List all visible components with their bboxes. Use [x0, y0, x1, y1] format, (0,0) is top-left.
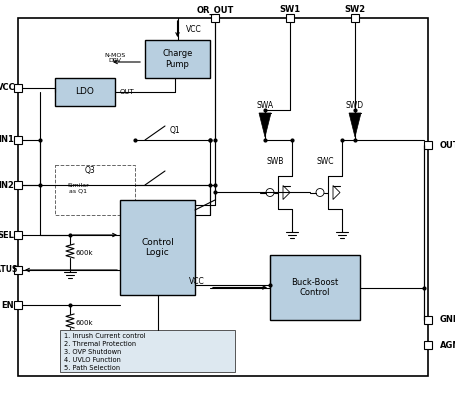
Text: SEL: SEL	[0, 230, 15, 240]
Bar	[424, 341, 432, 349]
Text: Q3: Q3	[85, 166, 96, 175]
Bar	[145, 40, 210, 78]
Bar	[14, 136, 22, 144]
Polygon shape	[349, 113, 361, 137]
Bar	[424, 141, 432, 149]
Text: OUT: OUT	[120, 89, 135, 95]
Bar	[60, 330, 235, 372]
Text: SWA: SWA	[257, 101, 273, 110]
Bar	[286, 14, 294, 22]
Text: LDO: LDO	[76, 88, 95, 97]
Text: 600k: 600k	[76, 320, 94, 326]
Text: Charge
Pump: Charge Pump	[162, 49, 192, 69]
Text: Q1: Q1	[170, 126, 181, 135]
Bar	[270, 255, 360, 320]
Bar	[14, 266, 22, 274]
Text: SWD: SWD	[346, 101, 364, 110]
Bar	[120, 200, 195, 295]
Text: VCC: VCC	[189, 277, 205, 286]
Polygon shape	[259, 113, 271, 137]
Text: SWB: SWB	[266, 158, 283, 166]
Text: Control
Logic: Control Logic	[141, 238, 174, 257]
Text: VCC: VCC	[186, 25, 201, 34]
Text: SW1: SW1	[279, 6, 301, 15]
Bar	[424, 316, 432, 324]
Text: IN2: IN2	[0, 181, 14, 190]
Bar	[55, 78, 115, 106]
Bar	[14, 231, 22, 239]
Text: Buck-Boost
Control: Buck-Boost Control	[291, 278, 339, 297]
Text: VCC: VCC	[0, 84, 15, 93]
Text: SW2: SW2	[344, 6, 365, 15]
Text: EN: EN	[2, 301, 14, 310]
Bar	[351, 14, 359, 22]
Bar	[211, 14, 219, 22]
Bar	[55, 165, 135, 215]
Text: SWC: SWC	[316, 158, 334, 166]
Text: OR_OUT: OR_OUT	[196, 6, 234, 15]
Text: OUT: OUT	[440, 141, 455, 150]
Text: STATUS: STATUS	[0, 265, 18, 274]
Text: 600k: 600k	[76, 250, 94, 256]
Bar	[14, 181, 22, 189]
Text: N-MOS
DRV: N-MOS DRV	[104, 53, 126, 63]
Bar	[14, 301, 22, 309]
Text: GND: GND	[440, 316, 455, 324]
Text: 1. Inrush Current control
2. Thremal Protection
3. OVP Shutdown
4. UVLO Function: 1. Inrush Current control 2. Thremal Pro…	[64, 333, 146, 371]
Text: Similar
as Q1: Similar as Q1	[67, 183, 89, 193]
Text: IN1: IN1	[0, 135, 14, 145]
Text: AGND: AGND	[440, 341, 455, 350]
Bar	[14, 84, 22, 92]
